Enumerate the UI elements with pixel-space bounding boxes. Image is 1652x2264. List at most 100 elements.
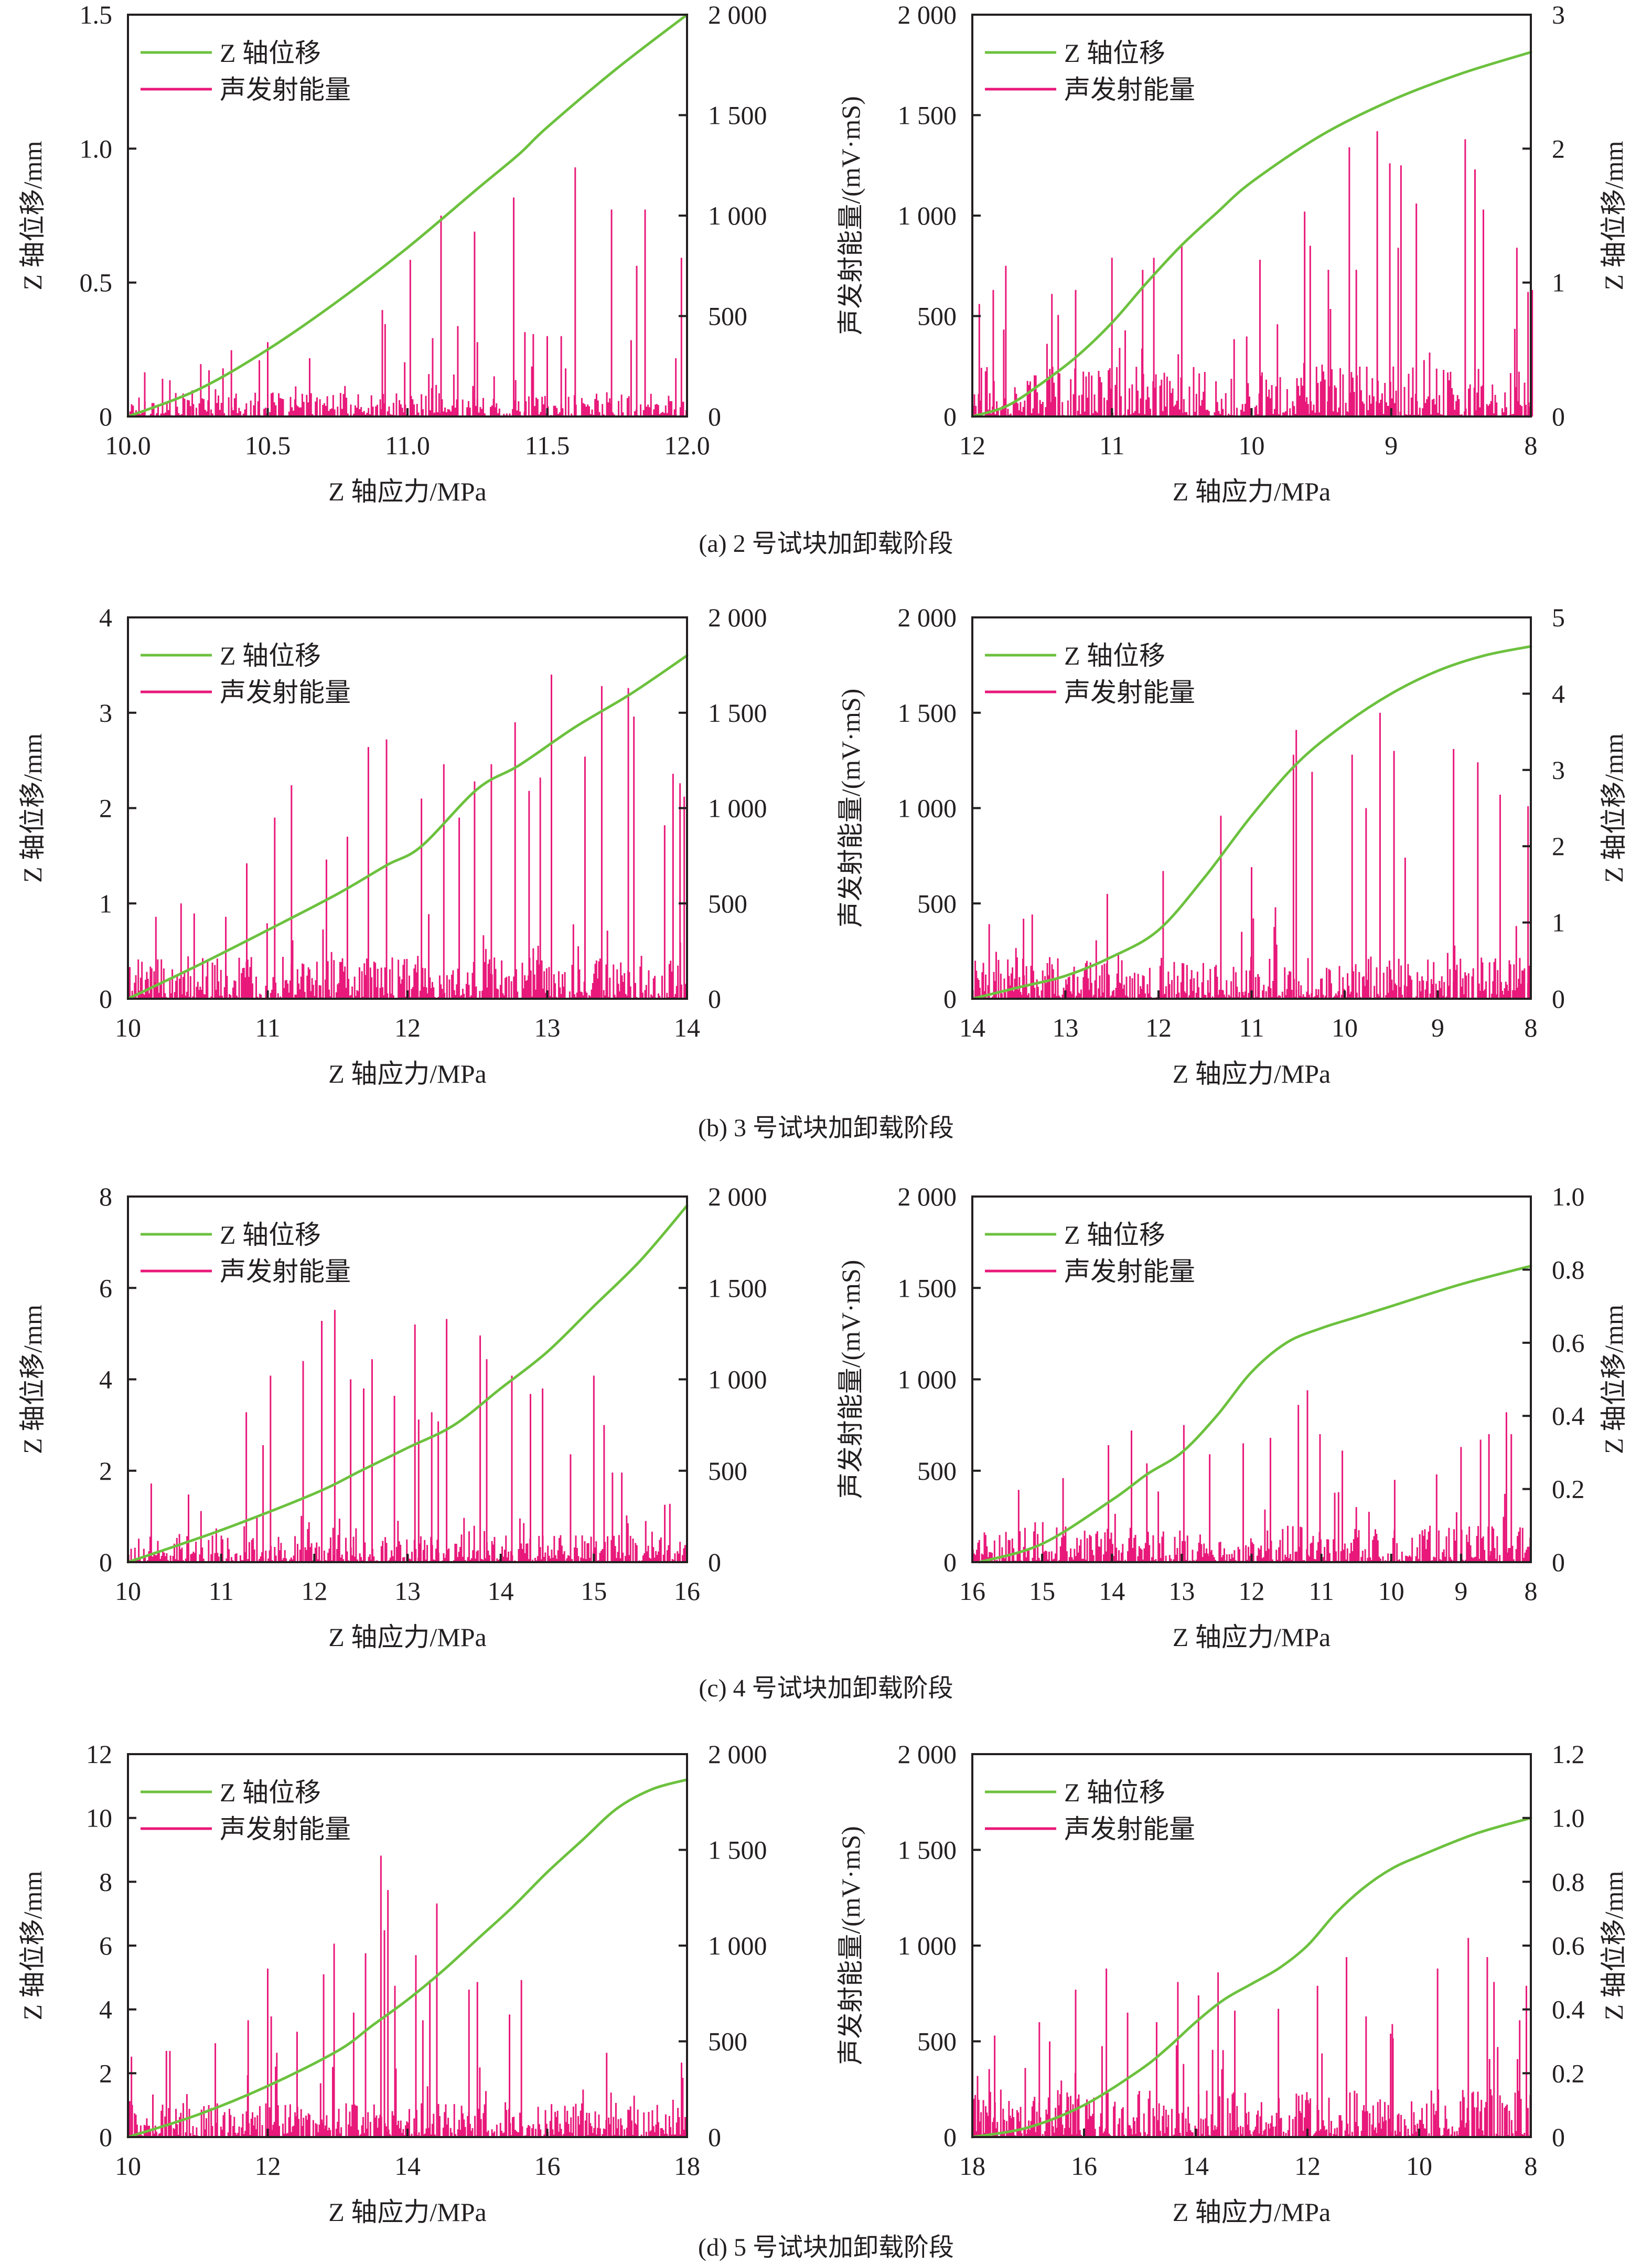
legend-label-displacement: Z 轴位移 [1064,1220,1165,1250]
x-tick-label: 11 [255,1013,280,1042]
energy-bars [972,712,1531,999]
energy-bars [972,131,1533,417]
caption-c: (c) 4 号试块加卸载阶段 [699,1674,953,1702]
right-y-axis-title: Z 轴位移/mm [1599,141,1628,291]
x-tick-label: 15 [1029,1576,1055,1606]
x-tick-label: 12 [1145,1013,1172,1042]
right-y-tick-label: 1 500 [708,1835,767,1865]
x-tick-label: 12 [959,431,985,460]
right-y-tick-label: 0 [1552,2122,1565,2152]
left-y-tick-label: 6 [99,1273,112,1302]
left-y-tick-label: 1 500 [898,698,957,728]
left-y-tick-label: 1 [99,889,112,918]
x-tick-label: 10 [1239,431,1265,460]
x-tick-label: 18 [674,2151,700,2181]
x-tick-label: 10 [1378,1576,1404,1606]
legend-background [138,1212,401,1280]
left-y-tick-label: 0 [943,2122,957,2152]
x-tick-label: 11.5 [525,431,570,460]
left-y-tick-label: 0 [99,2122,112,2152]
legend-label-displacement: Z 轴位移 [220,1220,321,1250]
x-tick-label: 12 [1294,2151,1321,2181]
x-tick-label: 10.0 [105,431,151,460]
right-y-tick-label: 0.6 [1552,1328,1585,1358]
right-y-tick-label: 1 [1552,268,1565,297]
legend-label-displacement: Z 轴位移 [1064,38,1165,68]
x-tick-label: 14 [394,2151,421,2181]
right-y-tick-label: 5 [1552,603,1565,632]
x-tick-label: 9 [1385,431,1398,460]
x-tick-label: 11 [1099,431,1124,460]
right-y-tick-label: 500 [708,889,747,918]
x-axis-title: Z 轴应力/MPa [1173,477,1331,506]
x-tick-label: 11.0 [385,431,430,460]
legend-label-energy: 声发射能量 [1064,1257,1195,1286]
x-tick-label: 16 [959,1576,985,1606]
x-tick-label: 12 [301,1576,327,1606]
right-y-tick-label: 0.2 [1552,1475,1585,1504]
displacement-line [126,654,689,1000]
x-tick-label: 13 [1168,1576,1195,1606]
x-tick-label: 14 [674,1013,700,1042]
x-tick-label: 9 [1431,1013,1444,1042]
left-y-tick-label: 1 500 [898,1273,957,1302]
x-tick-label: 9 [1454,1576,1467,1606]
x-tick-label: 16 [674,1576,700,1606]
right-y-tick-label: 1 500 [708,698,767,728]
legend-label-displacement: Z 轴位移 [220,38,321,68]
legend-background [983,633,1245,701]
legend-background [983,1770,1245,1838]
right-y-tick-label: 3 [1552,755,1565,785]
left-y-tick-label: 2 000 [898,1739,957,1769]
x-tick-label: 12 [255,2151,281,2181]
x-tick-label: 8 [1525,431,1538,460]
right-y-tick-label: 1 [1552,908,1565,937]
right-y-axis-title: Z 轴位移/mm [1599,733,1628,883]
legend-background [138,30,401,99]
left-y-tick-label: 2 [99,1456,112,1486]
energy-bars [127,1855,688,2137]
legend-background [983,1212,1245,1280]
left-y-tick-label: 4 [99,1995,112,2024]
left-y-tick-label: 1 500 [898,1835,957,1865]
x-tick-label: 8 [1525,2151,1538,2181]
right-y-tick-label: 1 000 [708,794,767,823]
x-tick-label: 12 [394,1013,421,1042]
left-y-tick-label: 1 500 [898,101,957,130]
left-y-axis-title: Z 轴位移/mm [18,141,47,291]
x-axis-title: Z 轴应力/MPa [328,1622,486,1652]
x-tick-label: 14 [1183,2151,1209,2181]
chart-panel-c-loading: 10 11 12 13 14 15 16 0 2 4 6 8 0 500 1 000 1 500 2 000 Z … [18,1182,767,1652]
right-y-tick-label: 0 [708,1547,721,1577]
right-y-tick-label: 0.4 [1552,1995,1585,2024]
right-y-tick-label: 500 [708,1456,747,1486]
right-y-tick-label: 0.4 [1552,1401,1585,1430]
x-axis-title: Z 轴应力/MPa [1173,2197,1331,2227]
left-y-tick-label: 1 000 [898,1931,957,1960]
legend-label-energy: 声发射能量 [1064,1814,1195,1844]
x-tick-label: 11 [1309,1576,1334,1606]
left-y-tick-label: 0 [943,1547,957,1577]
x-tick-label: 11 [209,1576,234,1606]
legend-label-energy: 声发射能量 [220,678,351,707]
right-y-tick-label: 1 000 [708,1365,767,1394]
left-y-tick-label: 2 000 [898,1182,957,1211]
left-y-tick-label: 2 000 [898,0,957,29]
right-y-tick-label: 2 [1552,831,1565,861]
x-tick-label: 18 [959,2151,985,2181]
left-y-tick-label: 6 [99,1931,112,1960]
left-y-tick-label: 1 000 [898,794,957,823]
right-y-tick-label: 1 000 [708,201,767,230]
legend-background [138,1770,401,1838]
right-y-tick-label: 0 [708,402,721,431]
right-y-tick-label: 0 [708,984,721,1013]
x-tick-label: 13 [394,1576,421,1606]
